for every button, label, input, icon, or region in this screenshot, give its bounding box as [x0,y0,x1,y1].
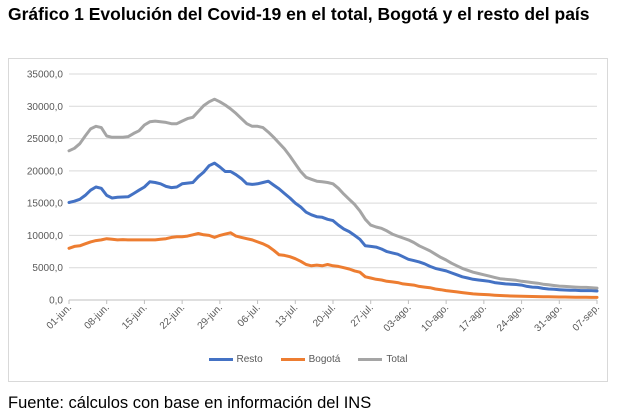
x-tick-label: 10-ago. [419,302,451,334]
x-tick-label: 27-jul. [349,302,376,329]
y-tick-label: 25000,0 [27,134,64,145]
y-tick-label: 0,0 [49,296,63,307]
chart-legend: Resto Bogotá Total [9,354,607,365]
x-tick-label: 24-ago. [495,302,527,334]
legend-swatch [208,358,233,361]
x-tick-label: 13-jul. [273,302,300,329]
x-tick-label: 15-jun. [120,302,149,331]
y-tick-label: 5000,0 [32,263,63,274]
y-tick-label: 30000,0 [27,102,64,113]
x-tick-label: 22-jun. [158,302,187,331]
x-tick-label: 08-jun. [82,302,111,331]
legend-item: Bogotá [280,354,341,365]
y-tick-label: 20000,0 [27,166,64,177]
chart-title: Gráfico 1 Evolución del Covid-19 en el t… [8,4,590,24]
legend-swatch [280,358,305,361]
legend-label: Total [386,354,408,365]
series-line-resto [67,161,599,293]
x-tick-label: 07-sep. [571,302,602,333]
y-tick-label: 10000,0 [27,231,64,242]
line-chart: 0,0 5000,0 10000,0 15000,0 20000,0 25000,0 300… [27,70,602,335]
source-note: Fuente: cálculos con base en información… [8,394,372,412]
x-tick-label: 20-jul. [311,302,338,329]
x-tick-label: 06-jul. [236,302,263,329]
x-tick-label: 03-ago. [382,302,414,334]
legend-item: Total [358,354,407,365]
y-tick-label: 15000,0 [27,199,64,210]
series-line-bogota [67,231,599,299]
legend-label: Bogotá [308,354,341,365]
series-line-total [67,97,599,290]
chart-area: 0,0 5000,0 10000,0 15000,0 20000,0 25000,0 300… [8,58,608,382]
y-tick-label: 35000,0 [27,70,64,81]
x-tick-label: 01-jun. [45,302,74,331]
x-tick-label: 17-ago. [457,302,489,334]
legend-swatch [358,358,383,361]
x-tick-label: 29-jun. [196,302,225,331]
x-tick-label: 31-ago. [533,302,565,334]
legend-item: Resto [208,354,263,365]
legend-label: Resto [236,354,263,365]
